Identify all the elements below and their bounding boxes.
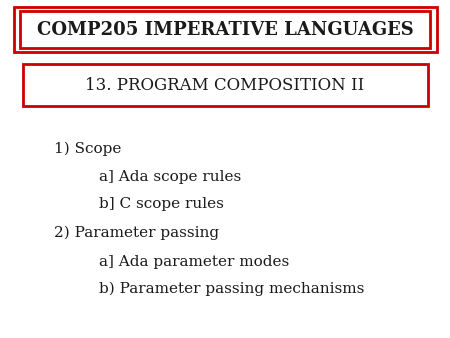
Bar xyxy=(14,7,436,52)
Bar xyxy=(20,11,430,48)
Text: b] C scope rules: b] C scope rules xyxy=(99,197,224,212)
Text: 1) Scope: 1) Scope xyxy=(54,142,122,156)
Text: a] Ada scope rules: a] Ada scope rules xyxy=(99,170,241,185)
Text: 13. PROGRAM COMPOSITION II: 13. PROGRAM COMPOSITION II xyxy=(86,77,365,94)
Text: a] Ada parameter modes: a] Ada parameter modes xyxy=(99,255,289,269)
Text: 2) Parameter passing: 2) Parameter passing xyxy=(54,226,219,240)
Text: b) Parameter passing mechanisms: b) Parameter passing mechanisms xyxy=(99,282,365,296)
Text: COMP205 IMPERATIVE LANGUAGES: COMP205 IMPERATIVE LANGUAGES xyxy=(36,21,414,39)
Bar xyxy=(22,64,427,106)
